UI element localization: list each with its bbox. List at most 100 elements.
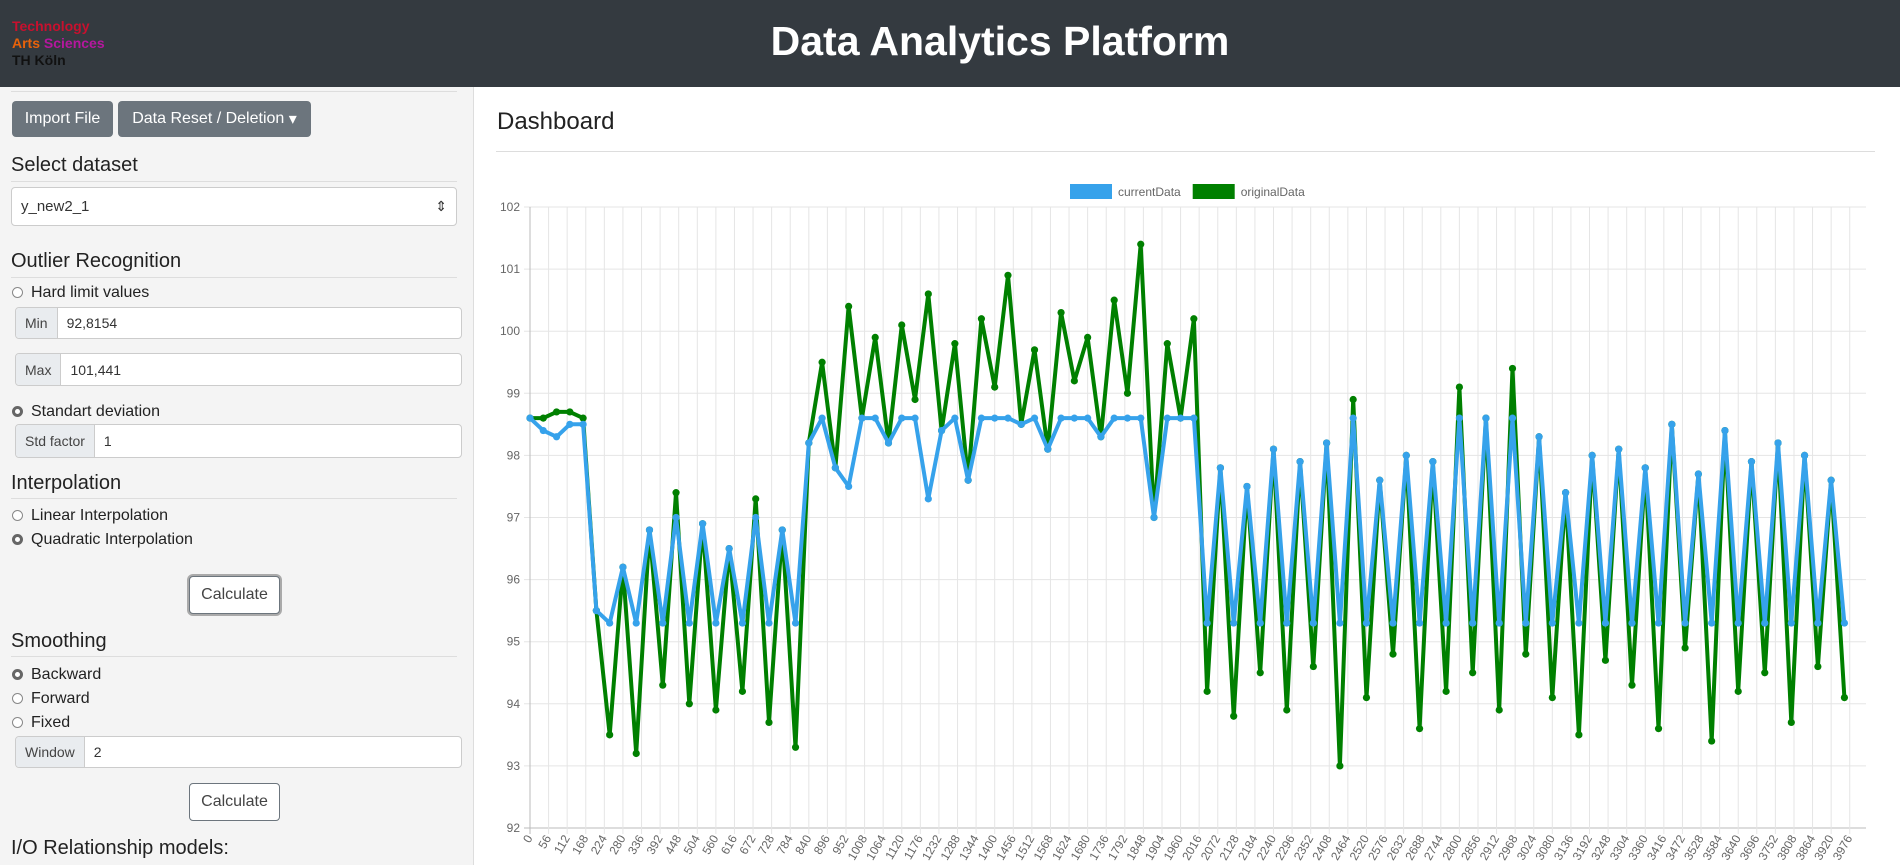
radio[interactable] [12, 534, 23, 545]
data-point [977, 414, 986, 422]
section-title: Outlier Recognition [11, 250, 182, 272]
section-title: Interpolation [11, 472, 122, 494]
calculate-button[interactable]: Calculate [189, 576, 280, 614]
radio[interactable] [12, 287, 23, 298]
data-point [1230, 619, 1238, 627]
data-point [526, 414, 534, 422]
data-point [1708, 737, 1716, 745]
data-point [1455, 414, 1463, 422]
data-point [871, 414, 879, 422]
radio[interactable] [12, 406, 23, 417]
data-point [858, 414, 866, 422]
data-point [1694, 470, 1702, 478]
data-point [1150, 513, 1158, 522]
data-point [1203, 619, 1211, 627]
data-point [1256, 669, 1264, 677]
x-tick-label: 280 [606, 832, 628, 857]
data-point [1761, 669, 1769, 677]
x-tick-label: 392 [644, 832, 666, 857]
data-point [1575, 731, 1583, 739]
data-point [1721, 426, 1729, 435]
radio-label: Fixed [31, 714, 71, 731]
data-point [738, 619, 747, 627]
data-point [1283, 706, 1291, 714]
data-point [1110, 414, 1118, 422]
data-point [1057, 308, 1065, 317]
data-point [1548, 693, 1556, 702]
data-point [1097, 433, 1105, 441]
section-title: I/O Relationship models: [11, 837, 229, 859]
reset-dropdown[interactable]: Data Reset / Deletion ▾ [118, 101, 311, 137]
data-point [1562, 489, 1570, 497]
data-point [1615, 445, 1623, 453]
x-tick-label: 448 [662, 832, 684, 857]
std-input[interactable]: Std factor 1 [15, 424, 462, 458]
data-point [791, 619, 800, 627]
data-point [1336, 762, 1344, 770]
divider [11, 181, 457, 182]
data-point [898, 321, 906, 329]
data-point [831, 464, 839, 472]
data-point [1030, 414, 1039, 422]
x-tick-label: 3976 [1830, 832, 1856, 862]
data-point [685, 700, 693, 708]
data-point [1548, 619, 1556, 627]
radio[interactable] [12, 510, 23, 521]
data-point [1044, 445, 1052, 453]
max-input[interactable]: Max 101,441 [15, 353, 462, 386]
data-point [1495, 619, 1503, 627]
radio[interactable] [12, 717, 23, 728]
data-point [1336, 619, 1344, 627]
data-point [672, 513, 680, 522]
data-point [1256, 619, 1264, 627]
calculate-button[interactable]: Calculate [189, 783, 280, 821]
data-point [1442, 619, 1450, 627]
data-point [1203, 687, 1211, 695]
data-point [1084, 333, 1092, 342]
divider [11, 277, 457, 278]
data-point [1601, 656, 1610, 664]
y-tick-label: 100 [500, 324, 520, 338]
y-tick-label: 95 [507, 635, 521, 649]
data-point [1814, 619, 1822, 627]
data-point [951, 414, 959, 422]
data-point [1508, 414, 1517, 422]
window-input[interactable]: Window 2 [15, 736, 462, 768]
data-point [765, 718, 773, 727]
data-point [1004, 271, 1012, 279]
dashboard-title: Dashboard [497, 108, 615, 135]
data-point [1283, 619, 1291, 627]
logo-word: Arts [12, 35, 41, 51]
radio[interactable] [12, 669, 23, 680]
radio-label: Backward [31, 666, 102, 683]
data-point [1628, 619, 1636, 627]
dataset-select[interactable]: y_new2_1 ⇕ [11, 187, 457, 226]
data-point [1787, 718, 1795, 727]
import-button[interactable]: Import File [12, 101, 113, 137]
legend-label: originalData [1241, 185, 1305, 199]
data-point [712, 706, 720, 714]
data-point [1482, 414, 1490, 422]
data-point [1654, 619, 1663, 627]
sidebar: Import File Data Reset / Deletion ▾ Sele… [0, 87, 474, 865]
data-point [1787, 619, 1795, 627]
x-tick-label: 1064 [863, 832, 889, 862]
radio-label: Linear Interpolation [31, 507, 168, 524]
input-label: Min [16, 308, 58, 338]
data-point [1522, 650, 1530, 658]
data-point [1243, 482, 1251, 491]
x-tick-label: 840 [792, 832, 814, 857]
radio[interactable] [12, 693, 23, 704]
data-point [619, 563, 627, 571]
x-tick-label: 560 [699, 832, 721, 857]
data-point [1708, 619, 1716, 627]
data-point [1190, 414, 1198, 422]
min-input[interactable]: Min 92,8154 [15, 307, 462, 339]
data-point [1176, 414, 1185, 422]
x-tick-label: 168 [569, 832, 591, 857]
data-point [1601, 619, 1610, 627]
data-point [725, 544, 733, 553]
data-point [951, 340, 959, 348]
input-value: 101,441 [70, 361, 122, 378]
